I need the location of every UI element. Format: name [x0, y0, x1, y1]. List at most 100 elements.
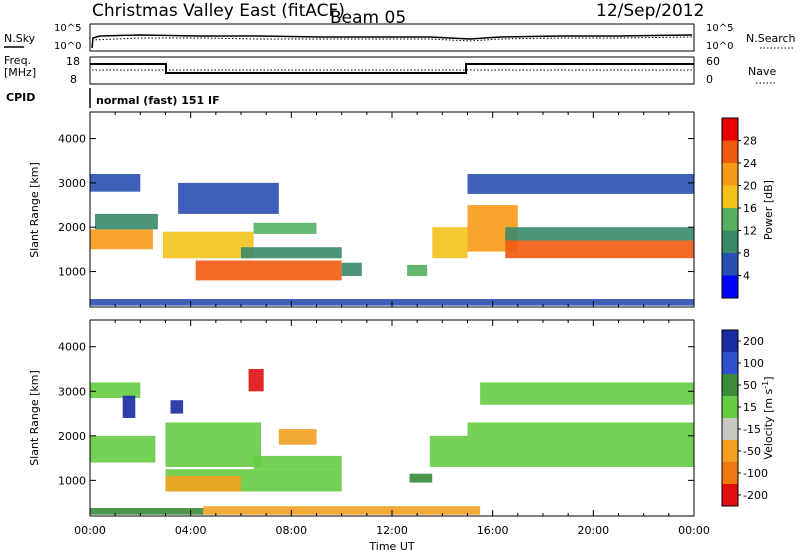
x-tick-1: 04:00 [175, 524, 207, 537]
power-echo-band-5 [195, 260, 342, 281]
velocity-colorbar-segment-6 [722, 352, 738, 374]
velocity-echo-band-0 [90, 435, 156, 463]
velocity-echo-band-2 [122, 395, 136, 418]
power-echo-band-1 [95, 213, 158, 230]
power-ytick-3: 4000 [58, 133, 86, 146]
power-colorbar-tick-5: 24 [743, 157, 757, 170]
power-echo-band-10 [432, 227, 468, 259]
power-colorbar-segment-6 [722, 140, 738, 163]
power-colorbar-segment-2 [722, 230, 738, 253]
power-echo-band-8 [341, 262, 362, 276]
velocity-echo-band-5 [248, 369, 264, 392]
velocity-colorbar-tick-3: 15 [743, 401, 757, 414]
power-ylabel: Slant Range [km] [28, 162, 41, 258]
x-tick-5: 20:00 [577, 524, 609, 537]
velocity-colorbar-tick-0: 200 [743, 335, 764, 348]
velocity-colorbar-segment-0 [722, 484, 738, 506]
site-title: Christmas Valley East (fitACF) [92, 1, 345, 21]
nsky-label: N.Sky [4, 32, 36, 45]
power-echo-band-0 [90, 229, 153, 250]
velocity-ytick-0: 1000 [58, 474, 86, 487]
power-colorbar-tick-0: 4 [743, 270, 750, 283]
nsearch-label: N.Search [746, 32, 796, 45]
power-ytick-2: 3000 [58, 177, 86, 190]
velocity-echo-band-7 [165, 475, 241, 492]
freq-tick-top: 18 [66, 55, 80, 68]
power-ytick-1: 2000 [58, 221, 86, 234]
power-colorbar-tick-4: 20 [743, 180, 757, 193]
cpid-value: normal (fast) 151 IF [96, 94, 220, 107]
nave-label: Nave [748, 65, 776, 78]
power-colorbar-segment-4 [722, 185, 738, 208]
power-echo-band-12 [505, 240, 695, 259]
power-colorbar-label: Power [dB] [762, 180, 775, 240]
date-title: 12/Sep/2012 [596, 1, 704, 21]
power-colorbar-tick-1: 8 [743, 247, 750, 260]
velocity-echo-band-8 [278, 429, 317, 445]
power-ytick-0: 1000 [58, 266, 86, 279]
cpid-panel: CPID normal (fast) 151 IF [6, 88, 220, 108]
power-echo-band-3 [163, 231, 254, 259]
x-axis-label: Time UT [368, 540, 414, 553]
nsearch-tick-top: 10^5 [706, 23, 733, 34]
power-colorbar-segment-1 [722, 253, 738, 276]
freq-panel: Freq. [MHz] 18 8 60 0 Nave [4, 54, 776, 86]
cpid-label: CPID [6, 91, 35, 104]
power-echo-band-14 [467, 174, 694, 194]
x-tick-2: 08:00 [275, 524, 307, 537]
x-tick-0: 00:00 [74, 524, 106, 537]
power-colorbar-segment-7 [722, 118, 738, 141]
velocity-echo-band-1 [90, 382, 141, 398]
velocity-echo-band-10 [409, 473, 433, 483]
nave-tick-bottom: 0 [706, 73, 713, 86]
velocity-echo-band-11 [429, 435, 468, 467]
velocity-colorbar-tick-5: -50 [743, 445, 761, 458]
power-echo-band-9 [407, 264, 428, 276]
velocity-colorbar-segment-1 [722, 462, 738, 484]
nsky-trace [91, 34, 693, 49]
velocity-colorbar-tick-7: -200 [743, 489, 768, 502]
velocity-colorbar-label: Velocity [m s-1] [761, 376, 775, 459]
power-echo-band-13 [505, 227, 695, 241]
velocity-colorbar-tick-6: -100 [743, 467, 768, 480]
beam-title: Beam 05 [330, 8, 406, 28]
velocity-colorbar-segment-4 [722, 396, 738, 418]
power-panel: 1000 2000 3000 4000 Slant Range [km] 4 8 12 16… [28, 111, 775, 308]
freq-trace [90, 63, 694, 74]
nsearch-trace [91, 36, 693, 42]
nsky-tick-top: 10^5 [54, 23, 81, 34]
velocity-echo-band-14 [203, 506, 481, 515]
velocity-ytick-1: 2000 [58, 430, 86, 443]
velocity-colorbar-segment-5 [722, 374, 738, 396]
nsky-tick-bottom: 10^0 [54, 41, 81, 52]
power-colorbar-segment-5 [722, 163, 738, 186]
power-echo-band-2 [90, 174, 141, 192]
velocity-echo-band-15 [90, 508, 204, 515]
velocity-colorbar-segment-7 [722, 330, 738, 352]
power-colorbar-segment-0 [722, 275, 738, 298]
velocity-echo-band-13 [480, 382, 694, 405]
nave-tick-top: 60 [706, 55, 720, 68]
velocity-colorbar-segment-3 [722, 418, 738, 440]
velocity-colorbar-segment-2 [722, 440, 738, 462]
velocity-echo-band-12 [467, 422, 694, 467]
freq-unit: [MHz] [4, 66, 36, 79]
power-colorbar-segment-3 [722, 208, 738, 231]
power-echo-band-7 [241, 247, 342, 259]
velocity-echo-band-9 [253, 455, 342, 470]
freq-tick-bottom: 8 [70, 73, 77, 86]
velocity-ytick-3: 4000 [58, 341, 86, 354]
velocity-colorbar-tick-2: 50 [743, 379, 757, 392]
nsky-panel: N.Sky 10^5 10^0 10^5 10^0 N.Search [4, 23, 796, 52]
power-colorbar-tick-6: 28 [743, 135, 757, 148]
power-echo-band-6 [253, 222, 317, 234]
velocity-echo-band-4 [170, 400, 184, 414]
power-colorbar-tick-2: 12 [743, 225, 757, 238]
power-colorbar-tick-3: 16 [743, 202, 757, 215]
velocity-ylabel: Slant Range [km] [28, 370, 41, 466]
power-echo-band-4 [178, 182, 279, 214]
x-tick-6: 00:00 [678, 524, 710, 537]
velocity-colorbar-tick-1: 100 [743, 357, 764, 370]
velocity-echo-band-3 [165, 422, 262, 467]
velocity-colorbar-tick-4: -15 [743, 423, 761, 436]
